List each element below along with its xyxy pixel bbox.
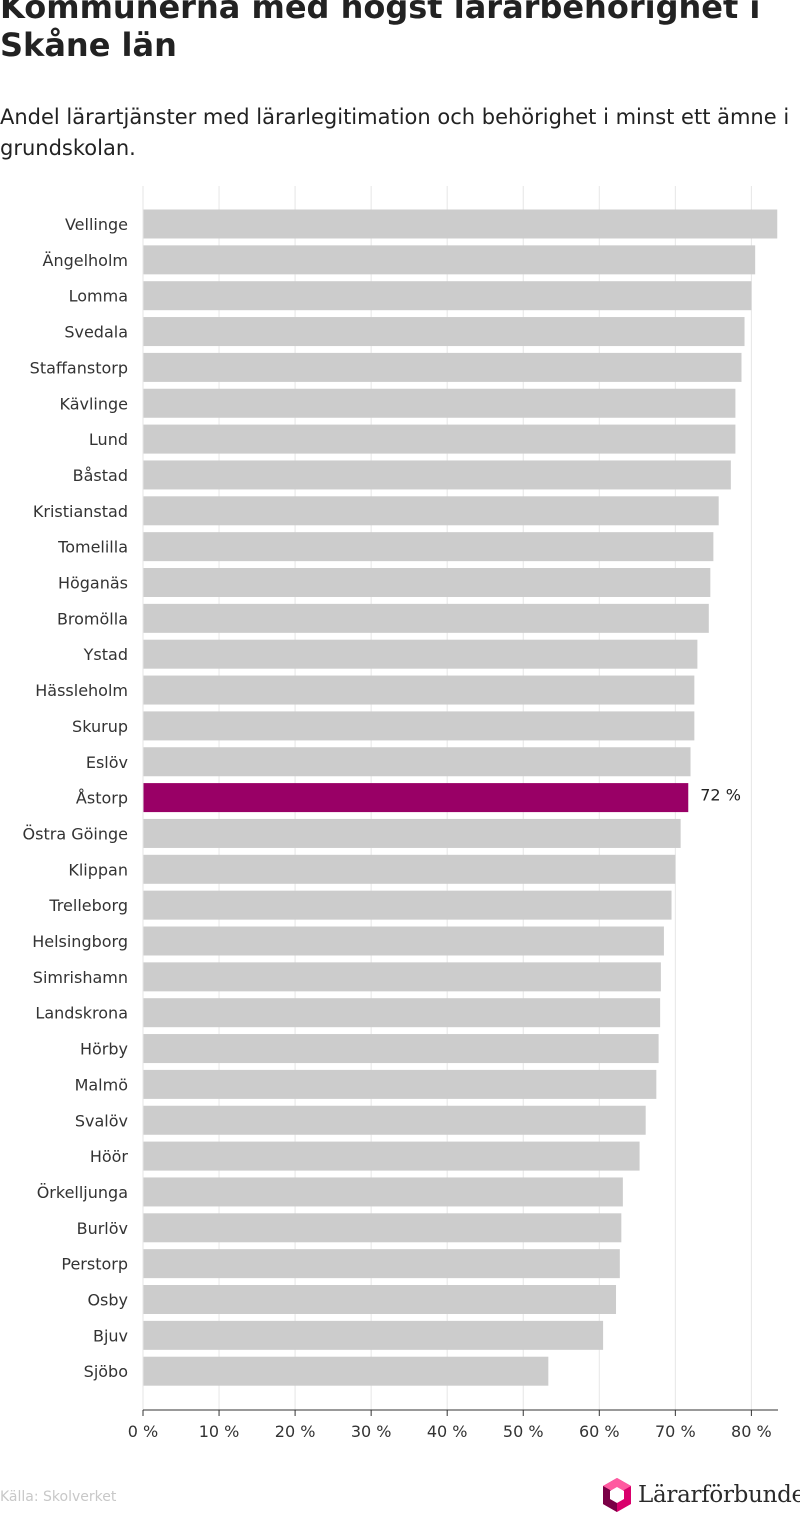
category-label: Kristianstad bbox=[33, 502, 128, 521]
bars: 72 % bbox=[143, 209, 778, 1386]
category-label: Landskrona bbox=[35, 1004, 128, 1023]
category-label: Eslöv bbox=[86, 753, 128, 772]
category-label: Hörby bbox=[80, 1040, 128, 1059]
category-label: Bjuv bbox=[93, 1326, 128, 1345]
logo-text: Lärarförbundet bbox=[638, 1482, 800, 1508]
x-tick-label: 20 % bbox=[275, 1422, 316, 1440]
category-label: Åstorp bbox=[76, 789, 128, 808]
category-label: Svedala bbox=[64, 323, 128, 342]
bar bbox=[143, 388, 736, 418]
category-label: Tomelilla bbox=[57, 538, 128, 557]
bar bbox=[143, 854, 676, 884]
bar bbox=[143, 998, 661, 1028]
bar bbox=[143, 1320, 604, 1350]
bar bbox=[143, 424, 736, 454]
category-label: Ystad bbox=[83, 645, 128, 664]
hexagon-logo-icon bbox=[603, 1478, 631, 1512]
bar bbox=[143, 639, 698, 669]
category-label: Staffanstorp bbox=[30, 358, 128, 377]
bar bbox=[143, 352, 742, 382]
bar-highlight bbox=[143, 783, 689, 813]
bar bbox=[143, 711, 695, 741]
category-label: Svalöv bbox=[75, 1111, 128, 1130]
publisher-logo: Lärarförbundet bbox=[601, 1477, 800, 1513]
bar bbox=[143, 1069, 657, 1099]
category-label: Malmö bbox=[75, 1075, 128, 1094]
source-note: Källa: Skolverket bbox=[0, 1489, 117, 1505]
category-label: Sjöbo bbox=[84, 1362, 128, 1381]
category-label: Örkelljunga bbox=[37, 1183, 128, 1202]
bar bbox=[143, 1034, 659, 1064]
bar bbox=[143, 962, 661, 992]
category-label: Lund bbox=[89, 430, 128, 449]
bar bbox=[143, 926, 664, 956]
data-label: 72 % bbox=[700, 786, 741, 805]
bar bbox=[143, 1105, 646, 1135]
chart-title: Kommunerna med högst lärarbehörighet i S… bbox=[0, 0, 761, 64]
bar bbox=[143, 245, 756, 275]
bar bbox=[143, 460, 731, 490]
bar bbox=[143, 317, 745, 347]
bar-chart: 72 % Vellinge Ängelholm Lomma Svedala Staffa… bbox=[23, 186, 778, 1440]
bar bbox=[143, 890, 672, 920]
category-label: Kävlinge bbox=[59, 394, 128, 413]
bar bbox=[143, 496, 719, 526]
bar bbox=[143, 818, 681, 848]
bar bbox=[143, 747, 691, 777]
category-label: Skurup bbox=[72, 717, 128, 736]
bar bbox=[143, 675, 695, 705]
x-tick-label: 60 % bbox=[579, 1422, 620, 1440]
bar bbox=[143, 209, 778, 239]
category-label: Bromölla bbox=[57, 609, 128, 628]
bar bbox=[143, 1177, 623, 1207]
category-label: Hässleholm bbox=[35, 681, 128, 700]
x-tick-label: 10 % bbox=[199, 1422, 240, 1440]
x-axis: 0 % 10 % 20 % 30 % 40 % 50 % 60 % 70 % 80 % bbox=[128, 186, 778, 1440]
x-tick-label: 80 % bbox=[731, 1422, 772, 1440]
bar bbox=[143, 1141, 640, 1171]
x-tick-label: 40 % bbox=[427, 1422, 468, 1440]
category-label: Klippan bbox=[68, 860, 128, 879]
bar bbox=[143, 1285, 617, 1314]
category-label: Östra Göinge bbox=[23, 824, 128, 843]
x-tick-label: 0 % bbox=[128, 1422, 158, 1440]
bar bbox=[143, 532, 714, 562]
bar bbox=[143, 568, 711, 597]
category-label: Perstorp bbox=[61, 1255, 128, 1274]
category-label: Båstad bbox=[73, 466, 128, 485]
x-tick-label: 70 % bbox=[655, 1422, 696, 1440]
chart-subtitle: Andel lärartjänster med lärarlegitimatio… bbox=[0, 105, 790, 160]
category-labels: Vellinge Ängelholm Lomma Svedala Staffanstor… bbox=[23, 215, 129, 1381]
category-label: Vellinge bbox=[65, 215, 128, 234]
bar bbox=[143, 603, 709, 633]
category-label: Höganäs bbox=[58, 574, 128, 593]
x-tick-label: 30 % bbox=[351, 1422, 392, 1440]
bar bbox=[143, 1249, 620, 1279]
bar bbox=[143, 281, 752, 311]
bar bbox=[143, 1213, 622, 1243]
category-label: Höör bbox=[90, 1147, 129, 1166]
bar bbox=[143, 1356, 549, 1386]
category-label: Helsingborg bbox=[32, 932, 128, 951]
category-label: Simrishamn bbox=[33, 968, 128, 987]
category-label: Trelleborg bbox=[48, 896, 128, 915]
x-tick-label: 50 % bbox=[503, 1422, 544, 1440]
category-label: Burlöv bbox=[77, 1219, 128, 1238]
category-label: Osby bbox=[87, 1291, 128, 1310]
category-label: Ängelholm bbox=[43, 251, 129, 270]
category-label: Lomma bbox=[69, 287, 128, 306]
